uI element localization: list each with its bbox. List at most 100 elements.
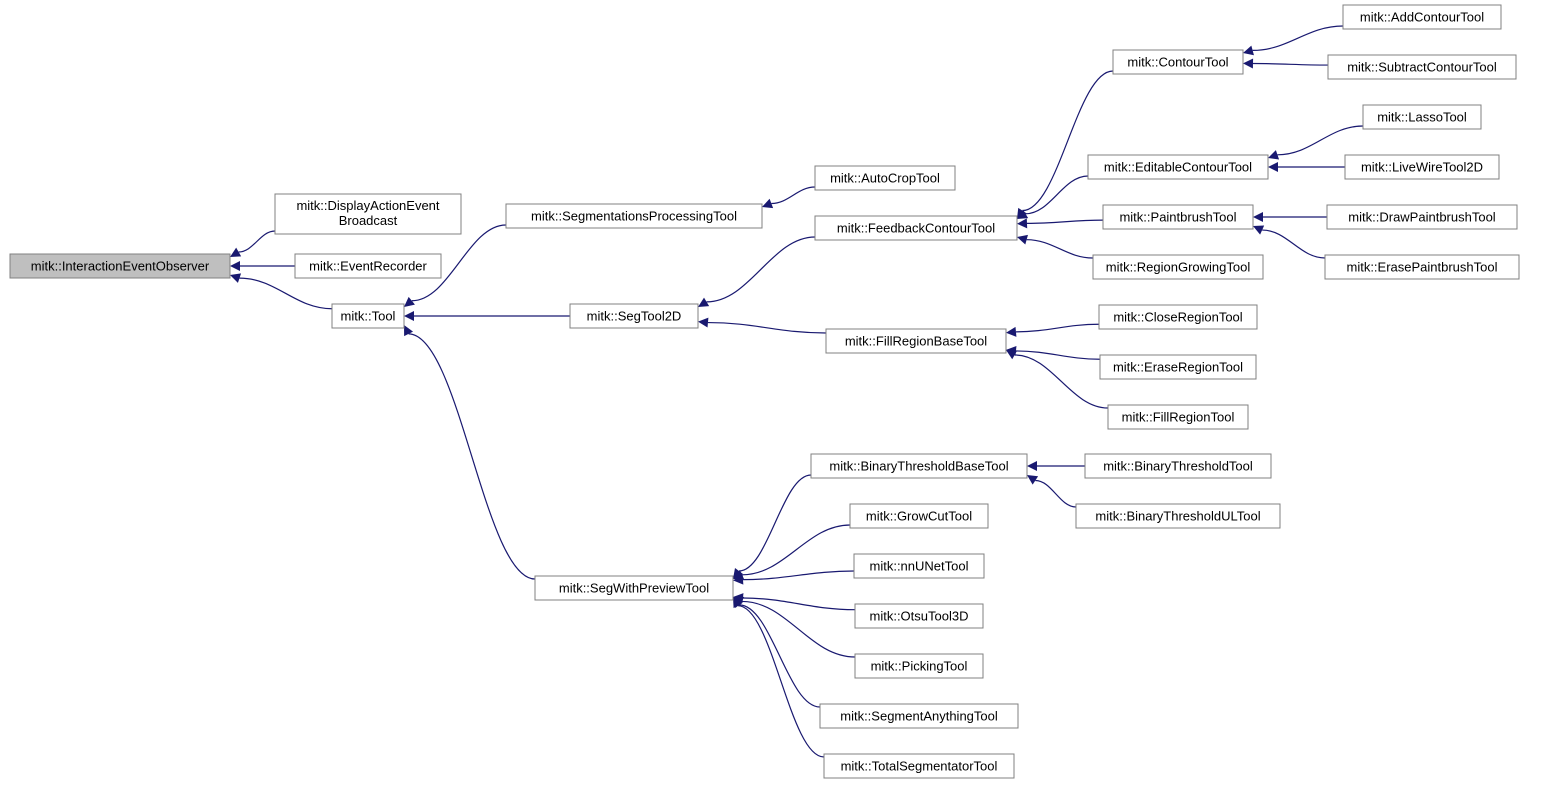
inheritance-arrowhead-icon xyxy=(1268,162,1278,172)
class-node-box[interactable] xyxy=(824,754,1014,778)
inheritance-edge xyxy=(1262,230,1325,258)
inheritance-edge xyxy=(1015,355,1108,408)
class-node-segProc[interactable]: mitk::SegmentationsProcessingTool xyxy=(506,204,762,228)
class-node-addContour[interactable]: mitk::AddContourTool xyxy=(1343,5,1501,29)
inheritance-arrowhead-icon xyxy=(698,318,708,328)
class-node-segPreview[interactable]: mitk::SegWithPreviewTool xyxy=(535,576,733,600)
class-node-box[interactable] xyxy=(1325,255,1519,279)
class-node-box[interactable] xyxy=(275,194,461,234)
class-node-displayAE[interactable]: mitk::DisplayActionEventBroadcast xyxy=(275,194,461,234)
class-node-box[interactable] xyxy=(295,254,441,278)
inheritance-edge xyxy=(239,231,275,252)
class-node-liveWire[interactable]: mitk::LiveWireTool2D xyxy=(1345,155,1499,179)
inheritance-edge xyxy=(742,601,855,657)
class-node-erasePaint[interactable]: mitk::ErasePaintbrushTool xyxy=(1325,255,1519,279)
class-node-box[interactable] xyxy=(570,304,698,328)
inheritance-edge xyxy=(738,606,824,757)
class-node-drawPaint[interactable]: mitk::DrawPaintbrushTool xyxy=(1327,205,1517,229)
inheritance-edge xyxy=(707,237,815,302)
class-node-box[interactable] xyxy=(1085,454,1271,478)
inheritance-edge xyxy=(239,278,332,309)
inheritance-edge xyxy=(739,605,820,707)
class-node-box[interactable] xyxy=(850,504,988,528)
class-node-regionGrow[interactable]: mitk::RegionGrowingTool xyxy=(1093,255,1263,279)
class-node-root[interactable]: mitk::InteractionEventObserver xyxy=(10,254,230,278)
inheritance-arrowhead-icon xyxy=(1017,218,1027,228)
class-node-box[interactable] xyxy=(1099,305,1257,329)
class-node-box[interactable] xyxy=(854,554,984,578)
class-node-binTh[interactable]: mitk::BinaryThresholdTool xyxy=(1085,454,1271,478)
inheritance-arrowhead-icon xyxy=(1027,461,1037,471)
class-node-box[interactable] xyxy=(1103,205,1253,229)
nodes-layer: mitk::InteractionEventObserver mitk::Disp… xyxy=(10,5,1519,778)
class-node-box[interactable] xyxy=(855,604,983,628)
inheritance-arrowhead-icon xyxy=(1243,59,1253,69)
inheritance-edge xyxy=(409,334,535,579)
class-node-autoCrop[interactable]: mitk::AutoCropTool xyxy=(815,166,955,190)
class-node-box[interactable] xyxy=(10,254,230,278)
class-node-box[interactable] xyxy=(811,454,1027,478)
class-node-tool[interactable]: mitk::Tool xyxy=(332,304,404,328)
class-node-box[interactable] xyxy=(1076,504,1280,528)
class-node-box[interactable] xyxy=(1113,50,1243,74)
inheritance-arrowhead-icon xyxy=(404,297,415,307)
class-node-picking[interactable]: mitk::PickingTool xyxy=(855,654,983,678)
inheritance-diagram: mitk::InteractionEventObserver mitk::Disp… xyxy=(0,0,1541,797)
class-node-box[interactable] xyxy=(1363,105,1481,129)
edges-layer xyxy=(230,26,1363,757)
class-node-closeReg[interactable]: mitk::CloseRegionTool xyxy=(1099,305,1257,329)
class-node-box[interactable] xyxy=(815,216,1017,240)
inheritance-edge xyxy=(1277,126,1363,155)
class-node-segAny[interactable]: mitk::SegmentAnythingTool xyxy=(820,704,1018,728)
class-node-box[interactable] xyxy=(820,704,1018,728)
class-node-box[interactable] xyxy=(1343,5,1501,29)
class-node-growCut[interactable]: mitk::GrowCutTool xyxy=(850,504,988,528)
class-node-fillBase[interactable]: mitk::FillRegionBaseTool xyxy=(826,329,1006,353)
inheritance-arrowhead-icon xyxy=(1006,327,1016,337)
class-node-lasso[interactable]: mitk::LassoTool xyxy=(1363,105,1481,129)
class-node-box[interactable] xyxy=(1088,155,1268,179)
class-node-editContour[interactable]: mitk::EditableContourTool xyxy=(1088,155,1268,179)
class-node-binThUL[interactable]: mitk::BinaryThresholdULTool xyxy=(1076,504,1280,528)
inheritance-arrowhead-icon xyxy=(1268,150,1279,159)
inheritance-arrowhead-icon xyxy=(1017,235,1028,245)
class-node-feedback[interactable]: mitk::FeedbackContourTool xyxy=(815,216,1017,240)
class-node-nnUNet[interactable]: mitk::nnUNetTool xyxy=(854,554,984,578)
class-node-box[interactable] xyxy=(1327,205,1517,229)
inheritance-arrowhead-icon xyxy=(230,261,240,271)
inheritance-edge xyxy=(771,187,815,203)
inheritance-edge xyxy=(1026,176,1088,214)
inheritance-edge xyxy=(1253,64,1328,66)
inheritance-arrowhead-icon xyxy=(404,311,414,321)
class-node-box[interactable] xyxy=(332,304,404,328)
class-node-contour[interactable]: mitk::ContourTool xyxy=(1113,50,1243,74)
class-node-fillReg[interactable]: mitk::FillRegionTool xyxy=(1108,405,1248,429)
class-node-totalSeg[interactable]: mitk::TotalSegmentatorTool xyxy=(824,754,1014,778)
inheritance-arrowhead-icon xyxy=(1243,46,1254,56)
class-node-otsu3D[interactable]: mitk::OtsuTool3D xyxy=(855,604,983,628)
class-node-box[interactable] xyxy=(506,204,762,228)
class-node-subContour[interactable]: mitk::SubtractContourTool xyxy=(1328,55,1516,79)
class-node-box[interactable] xyxy=(855,654,983,678)
class-node-box[interactable] xyxy=(1100,355,1256,379)
class-node-eraseReg[interactable]: mitk::EraseRegionTool xyxy=(1100,355,1256,379)
class-node-eventRec[interactable]: mitk::EventRecorder xyxy=(295,254,441,278)
inheritance-arrowhead-icon xyxy=(1253,212,1263,222)
class-node-binThBase[interactable]: mitk::BinaryThresholdBaseTool xyxy=(811,454,1027,478)
class-node-paint[interactable]: mitk::PaintbrushTool xyxy=(1103,205,1253,229)
inheritance-edge xyxy=(739,475,811,571)
inheritance-edge xyxy=(1253,26,1343,50)
class-node-box[interactable] xyxy=(1093,255,1263,279)
inheritance-edge xyxy=(1022,71,1113,211)
class-node-box[interactable] xyxy=(815,166,955,190)
class-node-box[interactable] xyxy=(826,329,1006,353)
class-node-box[interactable] xyxy=(535,576,733,600)
class-node-box[interactable] xyxy=(1345,155,1499,179)
inheritance-arrowhead-icon xyxy=(1027,475,1038,485)
inheritance-edge xyxy=(1035,480,1076,507)
class-node-box[interactable] xyxy=(1108,405,1248,429)
class-node-box[interactable] xyxy=(1328,55,1516,79)
inheritance-edge xyxy=(1027,220,1103,223)
inheritance-edge xyxy=(1027,240,1093,258)
class-node-segTool2D[interactable]: mitk::SegTool2D xyxy=(570,304,698,328)
